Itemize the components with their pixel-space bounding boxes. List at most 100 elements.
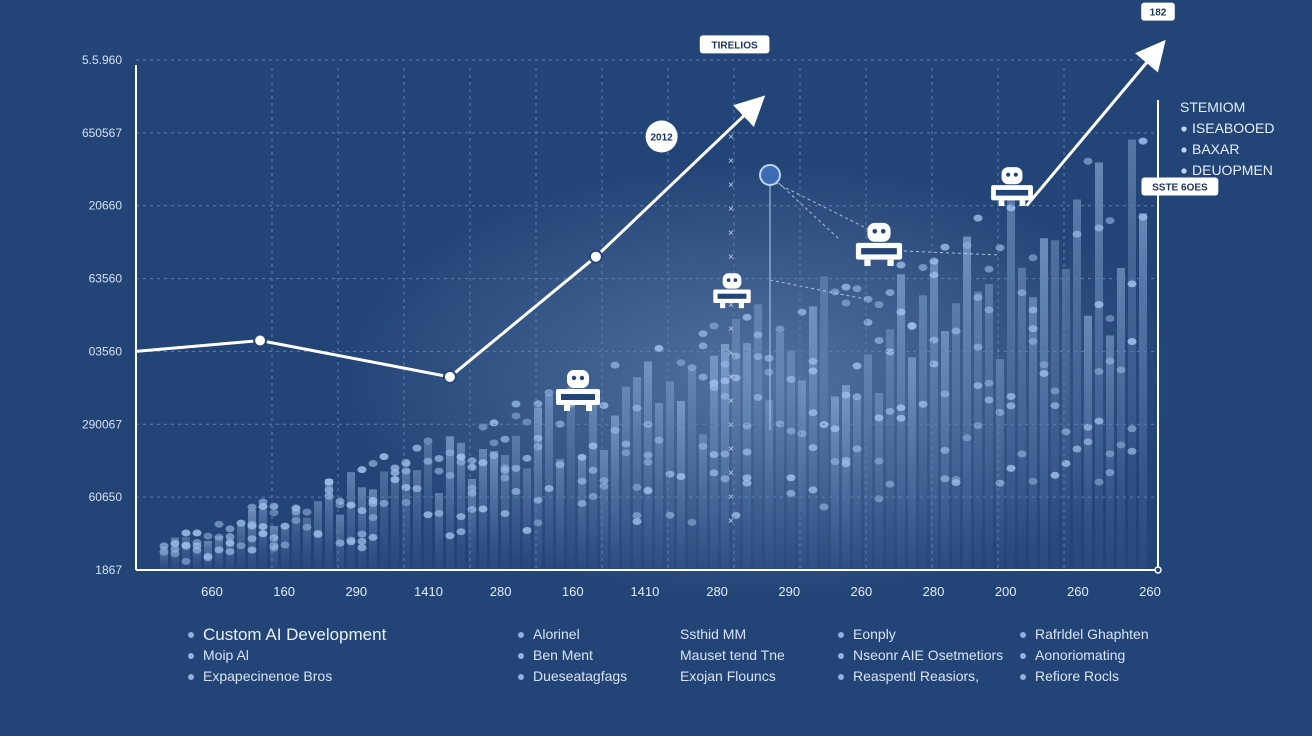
dot-decoration bbox=[599, 401, 609, 409]
bar-decoration bbox=[512, 435, 520, 570]
legend-item: Exojan Flouncs bbox=[680, 666, 830, 687]
bar-decoration bbox=[963, 236, 971, 570]
dot-decoration bbox=[225, 539, 235, 547]
dot-decoration bbox=[1105, 469, 1115, 477]
dot-decoration bbox=[1017, 289, 1027, 297]
dot-decoration bbox=[720, 475, 730, 483]
data-points bbox=[253, 249, 603, 384]
dot-decoration bbox=[511, 464, 521, 472]
right-legend-label: STEMIOM bbox=[1180, 99, 1245, 115]
x-mark: × bbox=[728, 132, 734, 143]
annotation-bubble bbox=[645, 120, 678, 153]
bar-decoration bbox=[930, 259, 938, 570]
x-mark: × bbox=[728, 444, 734, 455]
dot-decoration bbox=[786, 427, 796, 435]
dot-decoration bbox=[808, 409, 818, 417]
dot-decoration bbox=[676, 359, 686, 367]
dot-decoration bbox=[896, 404, 906, 412]
dot-decoration bbox=[357, 544, 367, 552]
bar-decoration bbox=[578, 455, 586, 570]
bar-decoration bbox=[1040, 238, 1048, 570]
dot-decoration bbox=[445, 449, 455, 457]
dot-decoration bbox=[269, 542, 279, 550]
marker-node bbox=[759, 164, 781, 186]
dot-decoration bbox=[467, 505, 477, 513]
dot-decoration bbox=[390, 469, 400, 477]
dot-decoration bbox=[467, 463, 477, 471]
y-tick-label: 5.5.960 bbox=[82, 53, 122, 67]
bar-decoration bbox=[303, 517, 311, 570]
dot-decoration bbox=[368, 496, 378, 504]
bar-decoration bbox=[490, 451, 498, 570]
dot-decoration bbox=[500, 509, 510, 517]
bar-decoration bbox=[622, 386, 630, 570]
dot-decoration bbox=[830, 425, 840, 433]
x-mark: × bbox=[728, 468, 734, 479]
dot-decoration bbox=[434, 467, 444, 475]
right-legend-label: DEUOPMEN bbox=[1192, 162, 1273, 178]
dot-decoration bbox=[1017, 450, 1027, 458]
dot-decoration bbox=[632, 511, 642, 519]
bar-decoration bbox=[853, 398, 861, 570]
right-legend-label: ISEABOOED bbox=[1192, 120, 1274, 136]
bullet-icon bbox=[838, 631, 844, 638]
dot-decoration bbox=[709, 383, 719, 391]
dot-decoration bbox=[995, 408, 1005, 416]
dot-decoration bbox=[632, 483, 642, 491]
dot-decoration bbox=[984, 379, 994, 387]
dot-decoration bbox=[236, 542, 246, 550]
dot-decoration bbox=[1138, 137, 1148, 145]
dot-decoration bbox=[445, 532, 455, 540]
dot-decoration bbox=[456, 513, 466, 521]
dot-decoration bbox=[412, 444, 422, 452]
dot-decoration bbox=[577, 499, 587, 507]
dot-decoration bbox=[324, 478, 334, 486]
dot-decoration bbox=[434, 454, 444, 462]
bar-decoration bbox=[446, 436, 454, 570]
dot-decoration bbox=[742, 479, 752, 487]
legend-item: Reaspentl Reasiors, bbox=[838, 666, 1018, 687]
dot-decoration bbox=[819, 503, 829, 511]
bullet-icon bbox=[518, 631, 524, 638]
dot-decoration bbox=[852, 362, 862, 370]
dot-decoration bbox=[335, 501, 345, 509]
bar-decoration bbox=[391, 476, 399, 570]
bar-decoration bbox=[688, 369, 696, 570]
dot-decoration bbox=[885, 480, 895, 488]
dot-decoration bbox=[698, 330, 708, 338]
x-tick-label: 290 bbox=[345, 584, 367, 599]
dot-decoration bbox=[1072, 230, 1082, 238]
legend-item: Eonply bbox=[838, 624, 1018, 645]
x-mark: × bbox=[728, 156, 734, 167]
dot-decoration bbox=[511, 412, 521, 420]
dot-decoration bbox=[786, 489, 796, 497]
dot-decoration bbox=[621, 440, 631, 448]
legend-label: Nseonr AIE Osetmetiors bbox=[853, 647, 1004, 663]
bar-decoration bbox=[600, 449, 608, 570]
robot-icon bbox=[855, 222, 903, 266]
dot-decoration bbox=[588, 442, 598, 450]
bar-decoration bbox=[556, 458, 564, 570]
right-legend: STEMIOM ISEABOOED BAXAR DEUOPMEN bbox=[1180, 99, 1274, 178]
legend-label: Alorinel bbox=[533, 626, 580, 642]
x-tick-label: 160 bbox=[562, 584, 584, 599]
data-point bbox=[588, 249, 603, 264]
dot-decoration bbox=[687, 518, 697, 526]
dot-decoration bbox=[621, 449, 631, 457]
legend-label: Ben Ment bbox=[533, 647, 593, 663]
dot-decoration bbox=[302, 508, 312, 516]
dot-decoration bbox=[841, 299, 851, 307]
dot-decoration bbox=[533, 496, 543, 504]
dot-decoration bbox=[291, 504, 301, 512]
dot-decoration bbox=[973, 382, 983, 390]
dot-decoration bbox=[973, 422, 983, 430]
bar-decoration bbox=[1018, 267, 1026, 570]
dot-decoration bbox=[280, 522, 290, 530]
dot-decoration bbox=[698, 342, 708, 350]
connector-line bbox=[769, 174, 841, 241]
dot-decoration bbox=[423, 457, 433, 465]
bullet-icon bbox=[1020, 652, 1026, 659]
x-mark: × bbox=[728, 516, 734, 527]
dot-decoration bbox=[874, 337, 884, 345]
bar-decoration bbox=[842, 385, 850, 570]
